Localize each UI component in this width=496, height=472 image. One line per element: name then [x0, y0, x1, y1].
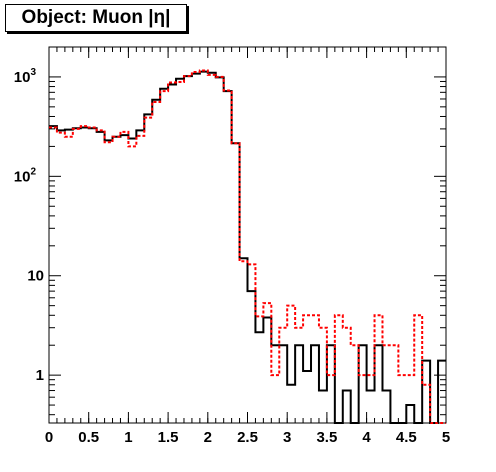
- x-tick-label: 3: [283, 429, 291, 446]
- x-tick-label: 1.5: [158, 429, 179, 446]
- x-tick-label: 4: [362, 429, 371, 446]
- x-tick-label: 3.5: [316, 429, 337, 446]
- series-2-line: [49, 69, 446, 424]
- x-tick-label: 0.5: [78, 429, 99, 446]
- x-tick-label: 1: [124, 429, 132, 446]
- plot-frame: [48, 46, 447, 424]
- x-tick-label: 2.5: [237, 429, 258, 446]
- axis-layer: 0 0.5 1 1.5 2 2.5 3 3.5 4 4.5 5 1 10 102 103: [14, 46, 450, 446]
- series-layer: [49, 69, 446, 424]
- x-tick-label: 0: [45, 429, 53, 446]
- y-tick-label: 10: [27, 268, 44, 285]
- x-tick-label: 4.5: [396, 429, 417, 446]
- y-tick-label: 1: [36, 367, 44, 384]
- series-2: [49, 69, 446, 424]
- x-tick-label: 2: [204, 429, 212, 446]
- chart-title: Object: Muon |η|: [5, 4, 187, 32]
- x-tick-label: 5: [442, 429, 450, 446]
- y-tick-label: 102: [14, 166, 37, 185]
- y-tick-label: 103: [14, 67, 37, 86]
